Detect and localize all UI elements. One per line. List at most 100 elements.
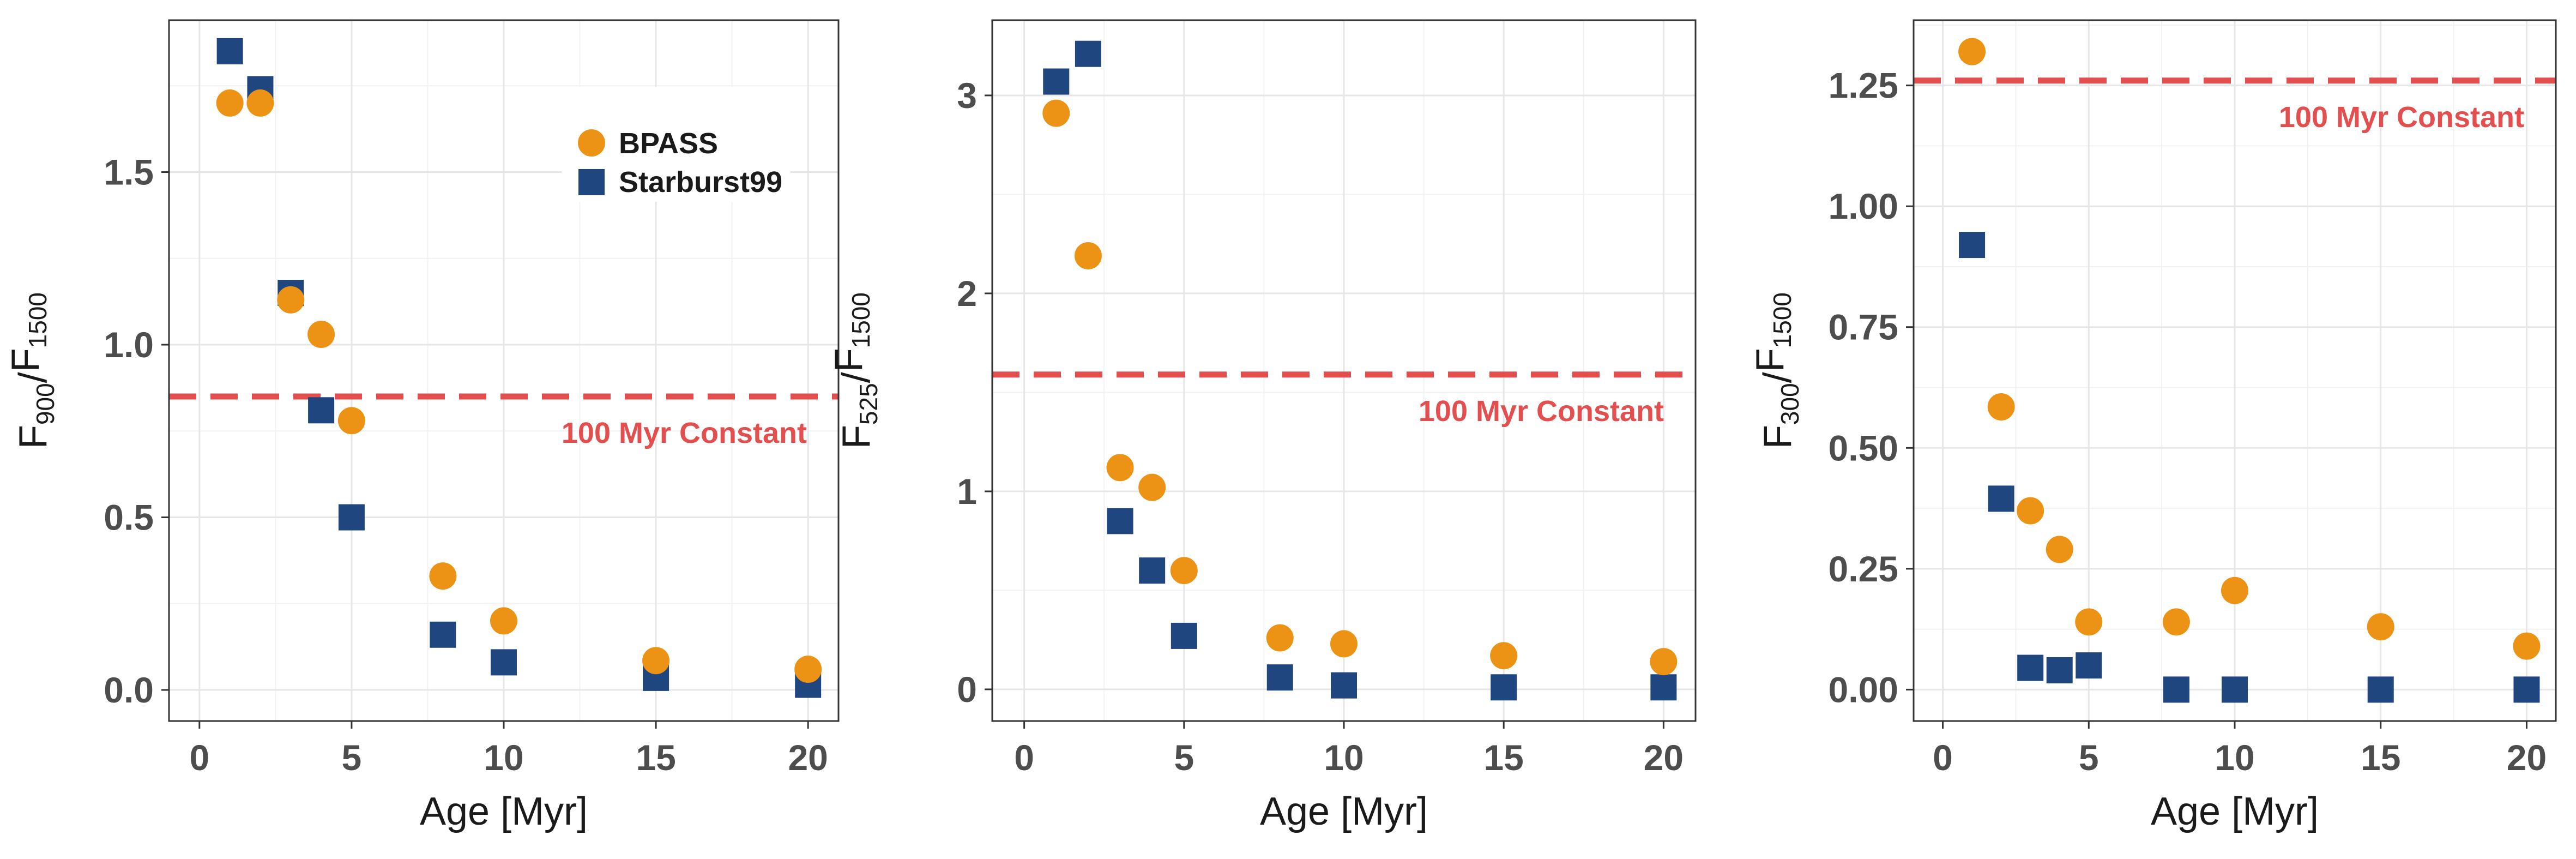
x-axis-title: Age [Myr]	[1260, 790, 1428, 833]
data-point-starburst99	[491, 649, 517, 676]
y-axis-title: F900/F1500	[4, 292, 59, 449]
x-tick-label: 0	[189, 737, 209, 778]
constant-label: 100 Myr Constant	[2279, 101, 2524, 134]
data-point-bpass	[277, 286, 305, 314]
data-point-bpass	[2162, 608, 2190, 636]
data-point-starburst99	[1075, 40, 1101, 67]
y-axis-title-f: F	[11, 425, 55, 449]
data-point-starburst99	[308, 397, 335, 424]
y-axis-title-numerator-sub: 900	[31, 383, 59, 425]
legend-key-starburst99	[578, 169, 605, 195]
x-axis-title: Age [Myr]	[420, 790, 588, 833]
data-point-bpass	[246, 89, 274, 117]
data-point-bpass	[1490, 642, 1518, 670]
y-axis-title-f: F	[827, 348, 871, 372]
chart-panel-f300: 100 Myr Constant 0 5 10 15 20 0.00 0.25 0.50 0.75…	[1748, 19, 2557, 833]
legend-label-starburst99: Starburst99	[619, 166, 782, 199]
x-tick-label: 15	[2361, 737, 2400, 778]
data-point-starburst99	[216, 38, 243, 64]
y-tick-label: 0	[957, 669, 977, 710]
data-point-bpass	[1266, 624, 1294, 652]
data-point-starburst99	[1650, 674, 1677, 701]
y-axis-title-slash: /	[1756, 372, 1800, 383]
data-point-bpass	[1958, 38, 1986, 65]
data-point-bpass	[1987, 393, 2015, 421]
data-point-starburst99	[2513, 676, 2540, 703]
data-point-starburst99	[1959, 232, 1986, 259]
data-point-bpass	[2017, 497, 2044, 525]
data-point-bpass	[1330, 630, 1358, 658]
y-axis-title: F300/F1500	[1748, 292, 1804, 449]
data-point-starburst99	[2046, 657, 2073, 683]
legend: BPASS Starburst99	[562, 87, 791, 202]
data-point-bpass	[1074, 242, 1102, 269]
constant-label: 100 Myr Constant	[562, 417, 807, 449]
y-tick-label: 0.5	[104, 497, 154, 538]
x-tick-label: 15	[1483, 737, 1523, 778]
data-point-bpass	[1170, 557, 1198, 585]
x-tick-label: 20	[788, 737, 828, 778]
y-axis-title-denominator-sub: 1500	[23, 292, 52, 348]
data-point-bpass	[2367, 613, 2394, 641]
data-point-bpass	[1106, 454, 1134, 482]
data-point-starburst99	[2222, 676, 2248, 703]
x-tick-label: 5	[342, 737, 362, 778]
data-point-starburst99	[2017, 654, 2044, 681]
data-point-starburst99	[1043, 68, 1070, 95]
data-point-starburst99	[2367, 676, 2394, 703]
data-point-starburst99	[1988, 485, 2014, 512]
y-tick-label: 0.0	[104, 670, 154, 710]
data-point-bpass	[642, 647, 670, 675]
x-tick-label: 5	[1174, 737, 1194, 778]
x-tick-label: 15	[636, 737, 675, 778]
data-point-starburst99	[2163, 676, 2189, 703]
y-axis-title: F525/F1500	[827, 292, 883, 449]
x-tick-label: 0	[1014, 737, 1034, 778]
y-axis-title-numerator-sub: 300	[1776, 383, 1804, 425]
data-point-bpass	[1138, 473, 1166, 501]
y-tick-label: 3	[957, 75, 977, 116]
x-tick-label: 0	[1933, 737, 1953, 778]
data-point-bpass	[429, 562, 457, 590]
data-point-starburst99	[1266, 664, 1293, 691]
y-tick-label: 0.50	[1829, 428, 1898, 468]
y-tick-label: 1.5	[104, 152, 154, 193]
y-axis-title-f: F	[4, 348, 47, 372]
y-axis-title-denominator-sub: 1500	[847, 292, 875, 348]
data-point-bpass	[794, 656, 822, 683]
data-point-bpass	[2513, 632, 2541, 660]
x-axis-title: Age [Myr]	[2151, 790, 2319, 833]
constant-label: 100 Myr Constant	[1419, 395, 1664, 428]
legend-key-bpass	[578, 129, 605, 157]
data-point-bpass	[2221, 576, 2248, 604]
y-axis-title-slash: /	[835, 372, 878, 383]
x-tick-label: 20	[1644, 737, 1684, 778]
x-tick-label: 10	[1324, 737, 1364, 778]
y-tick-label: 1	[957, 471, 977, 512]
y-tick-label: 0.00	[1829, 669, 1898, 710]
data-point-starburst99	[1139, 557, 1166, 584]
y-axis-title-f: F	[1756, 425, 1800, 449]
y-axis-title-numerator-sub: 525	[854, 383, 883, 425]
legend-label-bpass: BPASS	[619, 127, 718, 160]
data-point-starburst99	[1171, 622, 1197, 649]
chart-panel-f900: 100 Myr Constant 0 5 10 15 20 0.0 0.5 1.0 1.5 Age …	[4, 19, 840, 833]
y-tick-label: 1.0	[104, 325, 154, 365]
x-tick-label: 10	[2215, 737, 2254, 778]
data-point-bpass	[216, 89, 244, 117]
y-axis-title-f: F	[1748, 348, 1792, 372]
data-point-bpass	[2046, 536, 2073, 563]
data-point-bpass	[2075, 608, 2103, 636]
y-tick-label: 2	[957, 273, 977, 314]
x-tick-label: 10	[484, 737, 523, 778]
data-point-starburst99	[430, 621, 456, 648]
x-tick-label: 5	[2079, 737, 2099, 778]
data-point-bpass	[490, 607, 517, 635]
chart-panel-f525: 100 Myr Constant 0 5 10 15 20 0 1 2 3 Age [Myr] F 52…	[827, 19, 1697, 833]
y-tick-label: 1.25	[1829, 65, 1898, 106]
x-tick-label: 20	[2507, 737, 2547, 778]
data-point-bpass	[307, 321, 335, 349]
y-tick-label: 0.25	[1829, 549, 1898, 589]
data-point-starburst99	[2076, 652, 2102, 679]
